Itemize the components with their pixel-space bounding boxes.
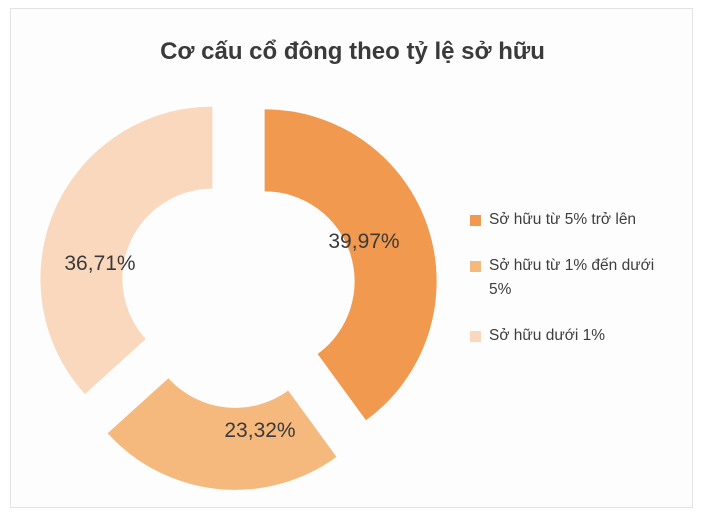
legend-item: Sở hữu dưới 1% xyxy=(470,324,690,348)
legend-label: Sở hữu từ 5% trở lên xyxy=(489,211,637,228)
legend-swatch xyxy=(470,261,481,272)
donut-slice xyxy=(264,109,437,421)
legend-swatch xyxy=(470,215,481,226)
legend-swatch xyxy=(470,331,481,342)
chart-title: Cơ cấu cổ đông theo tỷ lệ sở hữu xyxy=(160,38,545,65)
data-label: 23,32% xyxy=(224,419,295,442)
data-label: 36,71% xyxy=(64,252,135,275)
donut-slice xyxy=(107,378,337,490)
legend-item: Sở hữu từ 1% đến dưới 5% xyxy=(470,254,660,302)
data-label: 39,97% xyxy=(328,230,399,253)
legend-item: Sở hữu từ 5% trở lên xyxy=(470,208,690,232)
legend-label: Sở hữu từ 1% đến dưới 5% xyxy=(489,257,655,298)
chart-legend: Sở hữu từ 5% trở lên Sở hữu từ 1% đến dư… xyxy=(470,208,690,370)
donut-slice xyxy=(40,106,213,395)
legend-label: Sở hữu dưới 1% xyxy=(489,327,606,344)
